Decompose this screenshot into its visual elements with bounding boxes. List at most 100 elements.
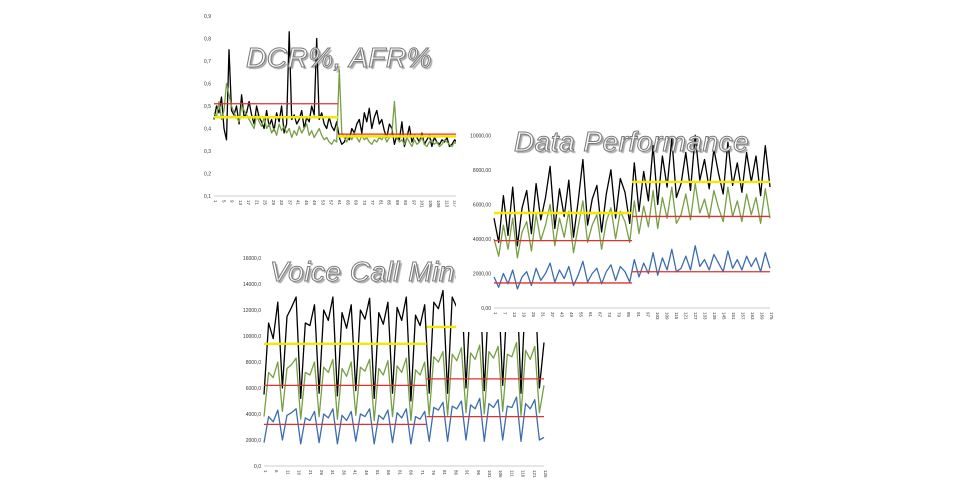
- data-performance-plot: 0,00 2000,00 4000,00 6000,00 8000,00 10000,00…: [470, 133, 774, 320]
- x-tick-label: 29: [271, 200, 276, 206]
- x-tick-label: 109: [664, 312, 669, 320]
- x-tick-label: 65: [345, 200, 350, 206]
- y-tick-label: 10000,00: [470, 133, 491, 139]
- y-tick-label: 0,7: [204, 59, 211, 65]
- dcr-afr-chart: 0,1 0,2 0,3 0,4 0,5 0,6 0,7 0,8 0,9 1 5 9 13 17 21 25 29…: [196, 6, 468, 208]
- x-tick-label: 6: [274, 470, 279, 473]
- y-tick-label: 0,1: [204, 194, 211, 200]
- x-tick-label: 17: [246, 200, 251, 206]
- y-tick-label: 16000,0: [243, 256, 261, 262]
- x-tick-label: 46: [364, 470, 369, 476]
- x-tick-label: 145: [721, 312, 726, 320]
- x-tick-label: 31: [541, 312, 546, 318]
- x-tick-label: 151: [731, 312, 736, 320]
- x-tick-label: 91: [465, 470, 470, 476]
- x-tick-label: 96: [476, 470, 481, 476]
- x-tick-label: 61: [397, 470, 402, 476]
- x-tick-label: 51: [375, 470, 380, 476]
- x-tick-label: 101: [420, 200, 425, 208]
- x-tick-label: 66: [409, 470, 414, 476]
- x-tick-label: 157: [740, 312, 745, 320]
- x-tick-label: 121: [683, 312, 688, 320]
- x-tick-label: 16: [297, 470, 302, 476]
- x-tick-label: 67: [598, 312, 603, 318]
- x-tick-label: 21: [254, 200, 259, 206]
- y-tick-label: 6000,00: [473, 202, 491, 208]
- y-tick-label: 4000,00: [473, 237, 491, 243]
- y-tick-label: 0,8: [204, 37, 211, 43]
- x-tick-label: 61: [337, 200, 342, 206]
- x-tick-label: 56: [386, 470, 391, 476]
- x-tick-label: 101: [487, 470, 492, 478]
- x-tick-label: 76: [431, 470, 436, 476]
- x-tick-label: 41: [296, 200, 301, 206]
- x-tick-label: 103: [655, 312, 660, 320]
- x-tick-label: 37: [287, 200, 292, 206]
- x-tick-label: 37: [550, 312, 555, 318]
- x-tick-label: 89: [395, 200, 400, 206]
- y-tick-label: 12000,0: [243, 308, 261, 314]
- x-tick-label: 1: [213, 200, 218, 203]
- x-tick-label: 106: [498, 470, 503, 478]
- x-tick-label: 127: [693, 312, 698, 320]
- x-tick-label: 1: [263, 470, 268, 473]
- x-tick-label: 21: [308, 470, 313, 476]
- x-tick-label: 77: [370, 200, 375, 206]
- x-tick-label: 25: [263, 200, 268, 206]
- x-tick-label: 73: [607, 312, 612, 318]
- x-tick-label: 121: [532, 470, 537, 478]
- x-tick-label: 115: [674, 312, 679, 320]
- y-tick-label: 0,5: [204, 104, 211, 110]
- x-tick-label: 1: [493, 312, 498, 315]
- series-line-2: [263, 396, 545, 445]
- x-tick-label: 41: [353, 470, 358, 476]
- dcr-afr-plot: 0,1 0,2 0,3 0,4 0,5 0,6 0,7 0,8 0,9 1 5 9 13 17 21 25 29…: [204, 14, 466, 208]
- x-tick-label: 85: [626, 312, 631, 318]
- data-performance-title: Data Performance: [513, 126, 750, 158]
- series-line-2: [493, 245, 771, 290]
- x-tick-label: 57: [329, 200, 334, 206]
- data-performance-chart: 0,00 2000,00 4000,00 6000,00 8000,00 10000,00…: [456, 100, 774, 332]
- x-tick-label: 26: [319, 470, 324, 476]
- x-tick-label: 81: [442, 470, 447, 476]
- x-tick-label: 93: [403, 200, 408, 206]
- x-tick-label: 25: [531, 312, 536, 318]
- y-tick-label: 0,0: [254, 464, 261, 470]
- x-tick-label: 81: [378, 200, 383, 206]
- x-tick-label: 97: [645, 312, 650, 318]
- y-tick-label: 8000,0: [246, 360, 262, 366]
- y-tick-label: 10000,0: [243, 334, 261, 340]
- x-tick-label: 86: [453, 470, 458, 476]
- y-tick-label: 6000,0: [246, 386, 262, 392]
- series-line-1: [263, 341, 545, 422]
- x-tick-label: 169: [759, 312, 764, 320]
- y-tick-label: 0,9: [204, 14, 211, 20]
- x-tick-label: 31: [330, 470, 335, 476]
- x-tick-label: 13: [512, 312, 517, 318]
- dcr-afr-title: DCR%, AFR%: [246, 42, 432, 74]
- x-tick-label: 33: [279, 200, 284, 206]
- x-tick-label: 105: [428, 200, 433, 208]
- x-tick-label: 45: [304, 200, 309, 206]
- y-tick-label: 8000,00: [473, 168, 491, 174]
- y-tick-label: 0,00: [481, 306, 491, 312]
- x-tick-label: 111: [509, 470, 514, 477]
- y-tick-label: 0,4: [204, 127, 211, 133]
- x-tick-label: 79: [617, 312, 622, 318]
- y-tick-label: 14000,0: [243, 282, 261, 288]
- x-tick-label: 53: [320, 200, 325, 206]
- x-tick-label: 116: [521, 470, 526, 478]
- x-tick-label: 9: [230, 200, 235, 203]
- x-tick-label: 85: [387, 200, 392, 206]
- x-tick-label: 5: [221, 200, 226, 203]
- x-tick-label: 11: [285, 470, 290, 475]
- y-tick-label: 0,3: [204, 149, 211, 155]
- x-tick-label: 91: [636, 312, 641, 318]
- x-tick-label: 109: [436, 200, 441, 208]
- x-tick-label: 73: [362, 200, 367, 206]
- x-tick-label: 133: [702, 312, 707, 320]
- x-tick-label: 97: [411, 200, 416, 206]
- x-tick-label: 19: [522, 312, 527, 318]
- x-tick-label: 43: [560, 312, 565, 318]
- x-tick-label: 61: [588, 312, 593, 318]
